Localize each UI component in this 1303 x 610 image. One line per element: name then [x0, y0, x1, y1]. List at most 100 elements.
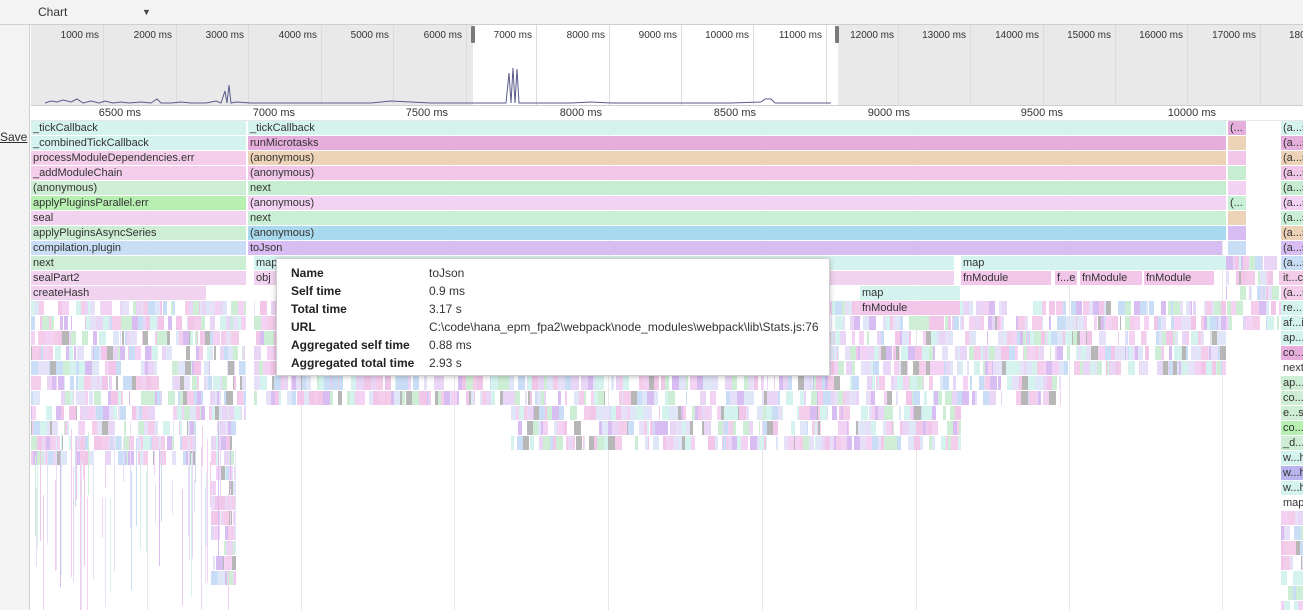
flame-frame-right[interactable]: w...h	[1281, 451, 1303, 465]
flame-frame-right[interactable]: (a...s	[1281, 211, 1303, 225]
flame-frame[interactable]: next	[248, 181, 1226, 195]
overview-left-handle[interactable]	[471, 26, 475, 43]
timeline-overview[interactable]: 1000 ms 2000 ms 3000 ms 4000 ms 5000 ms 6000 …	[31, 25, 1303, 106]
flame-frame-tiny	[1221, 361, 1222, 375]
flame-frame[interactable]: (anonymous)	[248, 226, 1226, 240]
flame-frame-right[interactable]: (a...s	[1281, 181, 1303, 195]
flame-frame-right[interactable]: e...s	[1281, 406, 1303, 420]
flame-frame-tiny	[76, 376, 78, 390]
flame-frame-tiny	[1281, 511, 1288, 525]
flame-frame-tiny	[105, 453, 106, 488]
flame-frame-small[interactable]	[1228, 181, 1246, 195]
flame-frame[interactable]: (anonymous)	[31, 181, 246, 195]
flame-frame-tiny	[254, 376, 260, 390]
flame-frame[interactable]: runMicrotasks	[248, 136, 1226, 150]
flame-frame-right[interactable]: co...	[1281, 346, 1303, 360]
flame-frame-tiny	[138, 421, 139, 435]
flame-frame-tiny	[913, 406, 914, 420]
flame-frame[interactable]: _combinedTickCallback	[31, 136, 246, 150]
flame-frame-right[interactable]: (a...s	[1281, 136, 1303, 150]
flame-frame-right[interactable]: ap...	[1281, 376, 1303, 390]
flame-frame-small[interactable]: (...	[1228, 196, 1246, 210]
flame-frame[interactable]: fnModule	[1144, 271, 1214, 285]
flame-frame-tiny	[920, 436, 923, 450]
flame-frame-right[interactable]: (a...s	[1281, 286, 1303, 300]
flame-frame-tiny	[739, 406, 746, 420]
flame-frame[interactable]: (anonymous)	[248, 166, 1226, 180]
flame-frame-tiny	[212, 526, 215, 540]
flame-frame-right[interactable]: _d...	[1281, 436, 1303, 450]
flame-frame-tiny	[626, 421, 627, 435]
flame-frame-right[interactable]: ap...	[1281, 331, 1303, 345]
flame-frame[interactable]: next	[248, 211, 1226, 225]
flame-frame-tiny	[666, 436, 671, 450]
flame-frame-right[interactable]: (a...s	[1281, 226, 1303, 240]
overview-tick-line	[176, 25, 177, 105]
flame-frame-small[interactable]	[1228, 211, 1246, 225]
flame-frame-right[interactable]: map	[1281, 496, 1303, 510]
flame-frame[interactable]: map	[961, 256, 1226, 270]
flame-frame-tiny	[649, 391, 654, 405]
flame-frame[interactable]: f...e	[1055, 271, 1077, 285]
overview-right-handle[interactable]	[835, 26, 839, 43]
flame-frame[interactable]: _tickCallback	[31, 121, 246, 135]
flame-frame-right[interactable]: af...i	[1281, 316, 1303, 330]
flame-frame[interactable]: next	[31, 256, 246, 270]
flame-frame-right[interactable]: (a...s	[1281, 151, 1303, 165]
flame-frame[interactable]: seal	[31, 211, 246, 225]
flame-frame[interactable]: _tickCallback	[248, 121, 1226, 135]
flame-frame-small[interactable]	[1228, 226, 1246, 240]
flame-frame[interactable]: fnModule	[860, 301, 960, 315]
flame-frame[interactable]: fnModule	[1080, 271, 1142, 285]
flame-frame-tiny	[791, 421, 795, 435]
flame-frame-tiny	[831, 391, 834, 405]
flame-frame[interactable]: map	[860, 286, 960, 300]
flame-frame-small[interactable]: (...	[1228, 121, 1246, 135]
flame-frame-tiny	[1149, 301, 1154, 315]
flame-frame-tiny	[213, 331, 220, 345]
flame-frame[interactable]: applyPluginsParallel.err	[31, 196, 246, 210]
flame-frame[interactable]: sealPart2	[31, 271, 246, 285]
flame-frame-small[interactable]	[1228, 136, 1246, 150]
flame-frame-small[interactable]	[1228, 241, 1246, 255]
view-selector[interactable]: Chart ▼	[31, 0, 153, 24]
flame-frame-tiny	[686, 376, 688, 390]
flame-frame-tiny	[718, 421, 723, 435]
flame-frame-right[interactable]: next	[1281, 361, 1303, 375]
flame-frame-small[interactable]	[1228, 151, 1246, 165]
tooltip-value: toJson	[429, 266, 465, 280]
flame-frame[interactable]: _addModuleChain	[31, 166, 246, 180]
flame-frame-tiny	[602, 421, 608, 435]
flame-frame-right[interactable]: (a...s	[1281, 166, 1303, 180]
flame-frame-tiny	[126, 451, 127, 465]
flame-frame-tiny	[532, 376, 538, 390]
flame-frame-tiny	[1107, 361, 1109, 375]
flame-frame-right[interactable]: (a...s	[1281, 256, 1303, 270]
flame-frame-tiny	[90, 301, 95, 315]
flame-frame-tiny	[1259, 301, 1266, 315]
flame-frame-tiny	[292, 376, 296, 390]
flame-frame-right[interactable]: re...	[1281, 301, 1303, 315]
flame-frame[interactable]: createHash	[31, 286, 206, 300]
flame-frame[interactable]: fnModule	[961, 271, 1051, 285]
save-button[interactable]: Save	[0, 130, 28, 144]
overview-tick-line	[681, 25, 682, 105]
flame-frame[interactable]: processModuleDependencies.err	[31, 151, 246, 165]
flame-frame[interactable]: compilation.plugin	[31, 241, 246, 255]
flame-frame-right[interactable]: w...h	[1281, 481, 1303, 495]
flame-frame[interactable]: toJson	[248, 241, 1222, 255]
flame-frame-right[interactable]: (a...s	[1281, 196, 1303, 210]
flame-frame-tiny	[450, 391, 451, 405]
flame-frame-small[interactable]	[1228, 166, 1246, 180]
flame-frame-right[interactable]: (a...s	[1281, 121, 1303, 135]
flame-frame-right[interactable]: co...	[1281, 391, 1303, 405]
flame-frame-right[interactable]: co...	[1281, 421, 1303, 435]
flame-frame[interactable]: (anonymous)	[248, 196, 1226, 210]
flame-frame-tiny	[947, 421, 953, 435]
flame-frame-right[interactable]: w...h	[1281, 466, 1303, 480]
flame-frame-right[interactable]: (a...s	[1281, 241, 1303, 255]
flame-frame-right[interactable]: it...c	[1281, 271, 1303, 285]
flame-frame[interactable]: (anonymous)	[248, 151, 1226, 165]
flame-frame[interactable]: applyPluginsAsyncSeries	[31, 226, 246, 240]
flame-frame-tiny	[194, 421, 195, 435]
